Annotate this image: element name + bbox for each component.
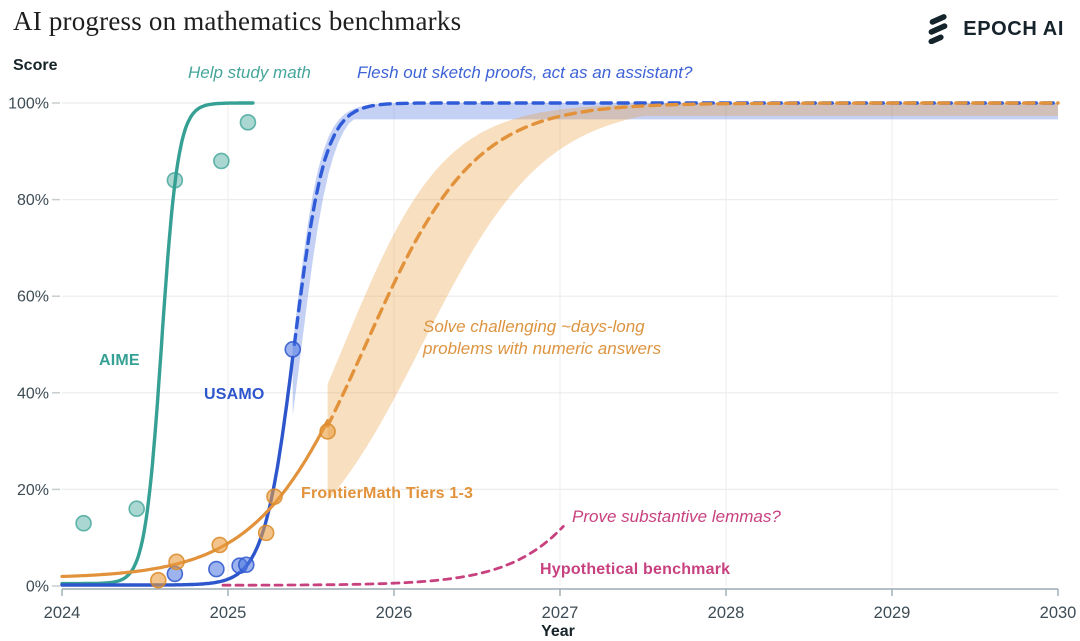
x-tick-label-2029: 2029 bbox=[874, 604, 911, 622]
aime-point-1 bbox=[128, 500, 145, 518]
aime-point-4 bbox=[239, 114, 257, 131]
x-tick-label-2027: 2027 bbox=[542, 604, 579, 622]
chart-title: AI progress on mathematics benchmarks bbox=[13, 6, 462, 36]
y-tick-label-100: 100% bbox=[8, 96, 49, 113]
x-axis-title: Year bbox=[541, 623, 575, 640]
x-tick-label-2025: 2025 bbox=[210, 604, 247, 622]
aime-point-0 bbox=[75, 514, 92, 532]
y-tick-label-80: 80% bbox=[17, 192, 49, 209]
x-tick-label-2024: 2024 bbox=[44, 604, 81, 622]
aime-point-2 bbox=[166, 171, 184, 189]
x-tick-label-2026: 2026 bbox=[376, 604, 413, 622]
series-label-frontiermath: FrontierMath Tiers 1-3 bbox=[301, 485, 474, 502]
usamo-curve bbox=[60, 355, 295, 587]
y-tick-label-0: 0% bbox=[26, 579, 49, 596]
epoch-logo-mark-icon bbox=[928, 14, 948, 44]
frontiermath-point-4 bbox=[266, 488, 283, 505]
epoch-logo: EPOCH AI bbox=[922, 14, 1064, 44]
x-tick-label-2028: 2028 bbox=[708, 604, 745, 622]
usamo-point-3 bbox=[237, 556, 255, 574]
series-label-aime: AIME bbox=[99, 352, 140, 369]
x-tick-label-2030: 2030 bbox=[1040, 604, 1077, 622]
epoch-logo-text: EPOCH AI bbox=[963, 17, 1064, 40]
aime-point-3 bbox=[213, 152, 230, 170]
annotation-solve-challenging: Solve challenging ~days-long problems wi… bbox=[423, 317, 662, 359]
aime-curve bbox=[60, 101, 255, 586]
frontiermath-point-3 bbox=[257, 524, 275, 542]
usamo-point-1 bbox=[208, 560, 225, 578]
frontiermath-projection-curve bbox=[325, 101, 1060, 428]
frontiermath-projection-band bbox=[327, 103, 1059, 501]
frontiermath-point-2 bbox=[211, 536, 228, 554]
usamo-point-4 bbox=[284, 341, 302, 358]
hypothetical-curve bbox=[221, 525, 565, 587]
annotation-help-study-math: Help study math bbox=[188, 63, 311, 82]
frontiermath-curve bbox=[60, 419, 330, 579]
series-label-usamo: USAMO bbox=[204, 386, 265, 403]
frontiermath-point-1 bbox=[168, 553, 185, 571]
frontiermath-point-0 bbox=[149, 571, 167, 589]
annotation-prove-substantive-lemmas: Prove substantive lemmas? bbox=[572, 507, 781, 526]
y-tick-label-60: 60% bbox=[17, 289, 49, 306]
y-tick-label-40: 40% bbox=[17, 385, 49, 402]
y-axis-title: Score bbox=[13, 57, 58, 74]
y-tick-label-20: 20% bbox=[17, 482, 49, 499]
frontiermath-point-5 bbox=[319, 423, 336, 440]
series-label-hypothetical: Hypothetical benchmark bbox=[540, 561, 731, 578]
annotation-flesh-out-sketch-proofs: Flesh out sketch proofs, act as an assis… bbox=[357, 63, 693, 82]
